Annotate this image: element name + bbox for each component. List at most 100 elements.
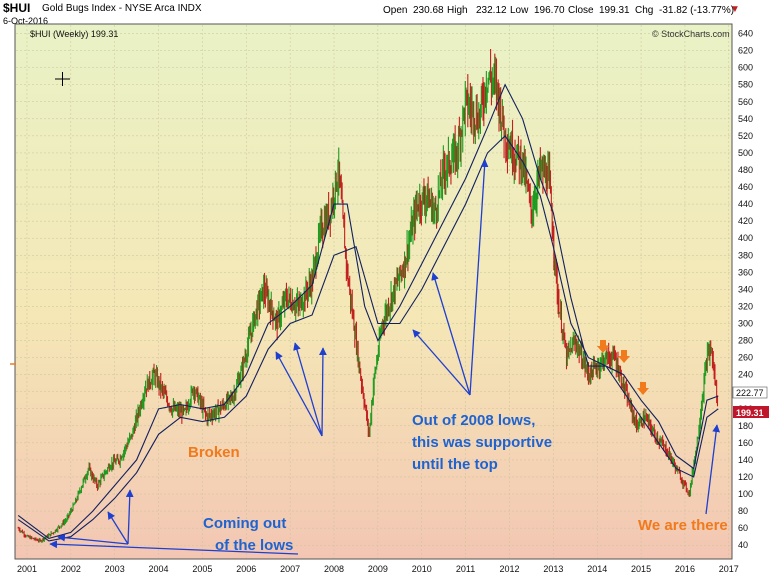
orange-down-arrow-icon [597, 340, 609, 353]
y-tick-label: 400 [738, 233, 753, 243]
annotation-coming-out-line1: Coming out [203, 515, 286, 532]
index-name: Gold Bugs Index - NYSE Arca INDX [42, 3, 202, 14]
x-tick-label: 2005 [192, 564, 212, 574]
low-value: 196.70 [534, 5, 565, 16]
moving-averages [17, 83, 719, 542]
y-tick-label: 460 [738, 182, 753, 192]
annotation-arrow [431, 272, 471, 396]
x-tick-label: 2012 [499, 564, 519, 574]
x-tick-label: 2006 [236, 564, 256, 574]
x-axis: 2001 2002 2003 2004 2005 2006 2007 2008 2009 2010… [17, 564, 739, 574]
close-value: 199.31 [599, 5, 630, 16]
x-tick-label: 2004 [149, 564, 169, 574]
y-tick-label: 180 [738, 421, 753, 431]
symbol-label: $HUI [3, 1, 31, 15]
y-tick-label: 60 [738, 523, 748, 533]
y-tick-label: 520 [738, 131, 753, 141]
annotation-arrow [125, 489, 134, 545]
y-tick-label: 420 [738, 216, 753, 226]
y-tick-label: 540 [738, 114, 753, 124]
y-tick-label: 480 [738, 165, 753, 175]
y-tick-label: 360 [738, 267, 753, 277]
y-tick-label: 320 [738, 301, 753, 311]
crosshair-icon [55, 72, 70, 86]
open-value: 230.68 [413, 5, 444, 16]
y-tick-label: 380 [738, 250, 753, 260]
orange-down-arrow-icon [637, 382, 649, 395]
annotation-out-of-2008-line1: Out of 2008 lows, [412, 412, 535, 429]
y-tick-label: 600 [738, 63, 753, 73]
annotation-broken: Broken [188, 444, 240, 461]
y-tick-label: 120 [738, 472, 753, 482]
y-tick-label: 100 [738, 489, 753, 499]
x-tick-label: 2001 [17, 564, 37, 574]
x-tick-label: 2017 [719, 564, 739, 574]
close-label: Close [568, 5, 594, 16]
x-tick-label: 2007 [280, 564, 300, 574]
y-tick-label: 160 [738, 438, 753, 448]
low-label: Low [510, 5, 529, 16]
y-tick-label: 300 [738, 318, 753, 328]
annotation-arrow [293, 342, 323, 437]
x-tick-label: 2010 [412, 564, 432, 574]
annotation-arrow [275, 351, 323, 437]
annotation-arrow [705, 424, 721, 515]
y-tick-label: 560 [738, 97, 753, 107]
annotation-arrow [469, 159, 489, 396]
series-legend: $HUI (Weekly) 199.31 [30, 29, 118, 39]
y-tick-label: 580 [738, 80, 753, 90]
marker-199-31-label: 199.31 [736, 408, 764, 418]
y-tick-label: 340 [738, 284, 753, 294]
annotation-arrow [319, 347, 327, 437]
y-tick-label: 140 [738, 455, 753, 465]
y-tick-label: 640 [738, 29, 753, 39]
y-tick-label: 440 [738, 199, 753, 209]
chg-label: Chg [635, 5, 654, 16]
annotation-arrows [49, 159, 721, 555]
y-tick-label: 240 [738, 370, 753, 380]
warning-arrows [597, 340, 649, 395]
chg-value: -31.82 (-13.77%) [659, 5, 735, 16]
annotation-out-of-2008-line3: until the top [412, 456, 498, 473]
marker-222-77: 222.77 [732, 386, 768, 399]
y-tick-label: 500 [738, 148, 753, 158]
x-tick-label: 2002 [61, 564, 81, 574]
annotation-we-are-there: We are there [638, 517, 728, 534]
y-tick-label: 620 [738, 46, 753, 56]
annotation-arrow [107, 511, 129, 545]
watermark: © StockCharts.com [652, 29, 730, 39]
date-label: 6-Oct-2016 [3, 16, 49, 26]
y-tick-label: 260 [738, 353, 753, 363]
y-tick-label: 80 [738, 506, 748, 516]
annotation-arrow [412, 329, 471, 396]
high-value: 232.12 [476, 5, 507, 16]
grid [16, 25, 731, 558]
marker-199-31: 199.31 [733, 406, 769, 418]
y-axis: 640 620 600 580 560 540 520 500 480 460 440 420 400 3… [738, 29, 753, 551]
down-arrow-icon: ▼ [730, 4, 740, 15]
x-tick-label: 2016 [675, 564, 695, 574]
moving-average-line [17, 83, 719, 540]
price-bars [17, 48, 719, 543]
plot-area [14, 23, 733, 560]
y-tick-label: 280 [738, 336, 753, 346]
annotation-out-of-2008-line2: this was supportive [412, 434, 552, 451]
x-tick-label: 2014 [587, 564, 607, 574]
annotation-arrow [49, 540, 299, 555]
x-tick-label: 2008 [324, 564, 344, 574]
x-tick-label: 2013 [543, 564, 563, 574]
orange-down-arrow-icon [618, 350, 630, 363]
marker-222-77-label: 222.77 [736, 388, 764, 398]
x-tick-label: 2003 [105, 564, 125, 574]
moving-average-line [17, 135, 719, 542]
annotation-coming-out-line2: of the lows [215, 537, 293, 554]
y-tick-label: 40 [738, 540, 748, 550]
x-tick-label: 2015 [631, 564, 651, 574]
x-tick-label: 2011 [456, 564, 475, 574]
x-tick-label: 2009 [368, 564, 388, 574]
high-label: High [447, 5, 468, 16]
open-label: Open [383, 5, 408, 16]
annotation-arrow [57, 533, 129, 545]
